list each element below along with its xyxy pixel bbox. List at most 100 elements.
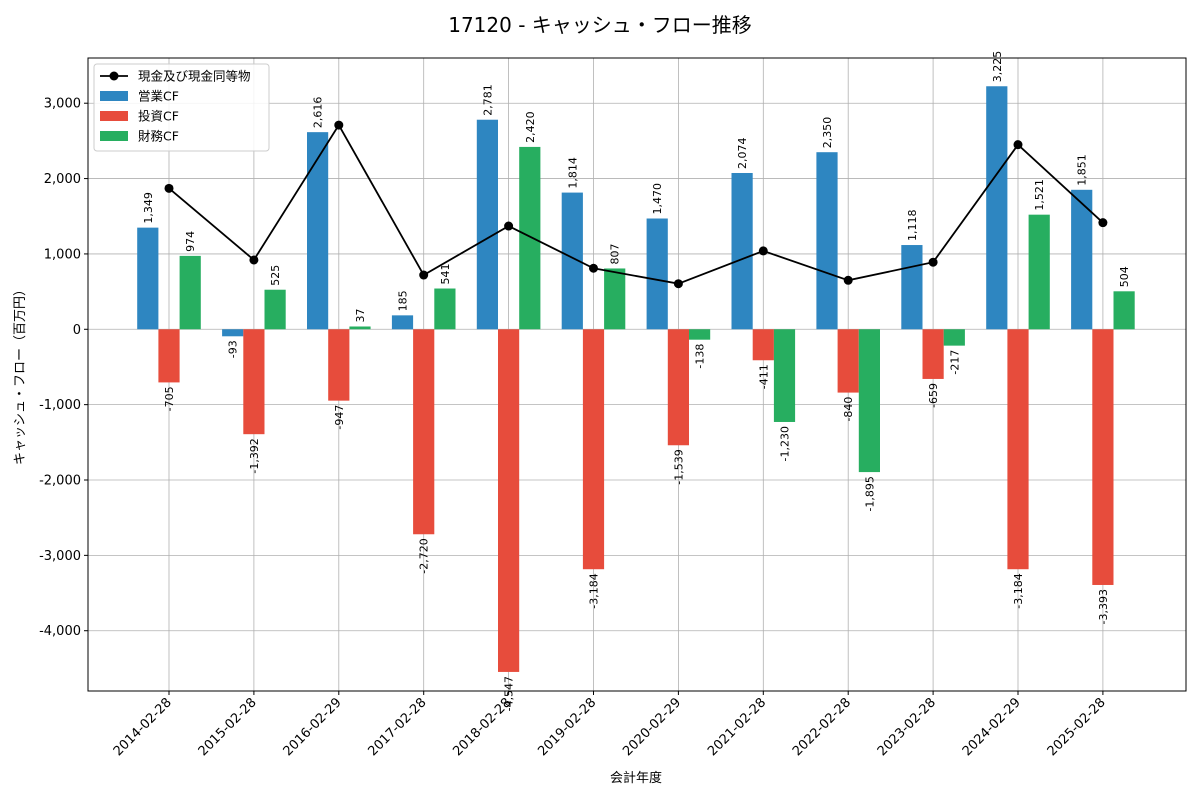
x-tick-label: 2015-02-28	[196, 695, 260, 759]
x-tick-label: 2021-02-28	[705, 695, 769, 759]
y-tick-label: 3,000	[44, 97, 81, 112]
data-label: -1,392	[248, 438, 261, 473]
data-label: 2,420	[524, 111, 537, 143]
cash-point	[1098, 218, 1108, 228]
bar-営業CF	[1071, 189, 1093, 330]
bar-投資CF	[498, 329, 520, 672]
bar-財務CF	[434, 288, 456, 330]
bar-投資CF	[922, 329, 944, 379]
x-tick-label: 2023-02-28	[875, 695, 939, 759]
bar-layer	[137, 86, 1135, 672]
cash-point	[589, 263, 598, 273]
data-label: 2,781	[481, 84, 494, 116]
bar-営業CF	[731, 172, 753, 330]
bar-投資CF	[752, 329, 774, 361]
bar-営業CF	[986, 86, 1008, 330]
x-tick-label: 2024-02-29	[960, 695, 1024, 759]
line-layer	[164, 120, 1108, 289]
cash-point	[504, 221, 514, 231]
data-label: 1,814	[566, 157, 579, 189]
y-tick-layer: -4,000 -3,000 -2,000 -1,000 0 1,000 2,000 3,000	[39, 97, 88, 639]
bar-財務CF	[349, 326, 371, 330]
y-tick-label: -3,000	[39, 549, 81, 564]
bar-投資CF	[328, 329, 350, 401]
bar-財務CF	[773, 329, 796, 422]
data-label-layer: 1,349 -93 2,616 185 2,781 1,814 1,470 2,074 2,35…	[142, 51, 1131, 712]
bar-財務CF	[179, 255, 201, 330]
x-tick-label: 2016-02-29	[281, 695, 345, 759]
cash-point	[928, 257, 938, 267]
data-label: 974	[184, 231, 197, 252]
x-tick-label: 2022-02-28	[790, 695, 854, 759]
x-axis-label: 会計年度	[610, 770, 662, 786]
data-label: 1,118	[906, 210, 919, 242]
bar-財務CF	[943, 329, 965, 346]
legend-label: 投資CF	[138, 109, 179, 124]
bar-財務CF	[689, 329, 711, 340]
x-tick-label: 2025-02-28	[1045, 695, 1109, 759]
y-tick-label: 1,000	[44, 247, 81, 262]
cash-point	[164, 183, 174, 193]
x-tick-label: 2014-02-28	[111, 695, 175, 759]
bar-財務CF	[1113, 291, 1135, 330]
bar-財務CF	[519, 146, 541, 330]
chart-title: 17120 - キャッシュ・フロー推移	[448, 13, 752, 37]
data-label: 2,616	[312, 97, 325, 129]
x-tick-label: 2020-02-29	[620, 695, 684, 759]
y-tick-label: -2,000	[39, 474, 81, 489]
data-label: 1,521	[1033, 179, 1046, 211]
bar-投資CF	[1092, 329, 1114, 585]
y-axis-label: キャッシュ・フロー（百万円）	[13, 283, 28, 465]
x-tick-label: 2017-02-28	[365, 695, 429, 759]
bar-投資CF	[582, 329, 605, 570]
data-label: 541	[439, 264, 452, 285]
bar-営業CF	[816, 152, 838, 330]
data-label: -705	[163, 386, 176, 411]
bar-営業CF	[391, 315, 414, 330]
data-label: 3,225	[991, 51, 1004, 83]
x-tick-label: 2019-02-28	[535, 695, 599, 759]
y-tick-label: -4,000	[39, 624, 81, 639]
x-tick-layer: 2014-02-28 2015-02-28 2016-02-29 2017-02-28…	[111, 691, 1109, 759]
data-label: -217	[948, 350, 961, 375]
data-label: -3,184	[588, 573, 601, 608]
data-label: 37	[354, 308, 367, 322]
cash-point	[758, 246, 768, 256]
legend-point-marker	[109, 71, 119, 81]
legend-label: 営業CF	[138, 89, 179, 104]
cash-point	[673, 279, 683, 289]
bar-営業CF	[222, 329, 244, 337]
bar-財務CF	[1028, 214, 1050, 330]
data-label: -840	[842, 397, 855, 422]
data-label: -138	[694, 344, 707, 369]
legend-swatch	[100, 131, 128, 141]
legend-label: 現金及び現金同等物	[138, 69, 251, 84]
x-tick-label: 2018-02-28	[450, 695, 514, 759]
bar-投資CF	[1007, 329, 1029, 570]
data-label: -1,539	[672, 449, 685, 484]
legend-box	[93, 63, 270, 152]
data-label: 2,074	[736, 137, 749, 169]
bar-営業CF	[561, 192, 583, 330]
bar-投資CF	[158, 329, 180, 383]
legend-swatch	[100, 91, 128, 101]
bar-投資CF	[837, 329, 859, 393]
bar-営業CF	[137, 227, 159, 330]
legend-swatch	[100, 111, 128, 121]
data-label: 807	[609, 243, 622, 264]
bar-営業CF	[476, 119, 498, 330]
cash-point	[419, 270, 429, 280]
bar-営業CF	[646, 218, 668, 330]
data-label: 1,349	[142, 192, 155, 224]
plot-frame	[87, 57, 1187, 692]
data-label: -947	[333, 405, 346, 430]
bar-財務CF	[264, 289, 286, 330]
cash-point	[334, 120, 344, 130]
data-label: 525	[269, 265, 282, 286]
bar-営業CF	[901, 245, 923, 330]
data-label: -659	[927, 383, 940, 408]
cash-point	[843, 275, 853, 285]
